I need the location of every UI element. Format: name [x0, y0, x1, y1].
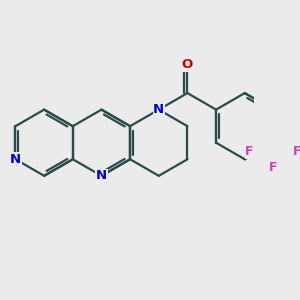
Text: N: N	[96, 169, 107, 182]
Text: N: N	[10, 153, 21, 166]
Text: F: F	[245, 146, 254, 158]
Text: O: O	[182, 58, 193, 71]
Text: F: F	[269, 161, 278, 174]
Text: N: N	[153, 103, 164, 116]
Text: F: F	[293, 146, 300, 158]
